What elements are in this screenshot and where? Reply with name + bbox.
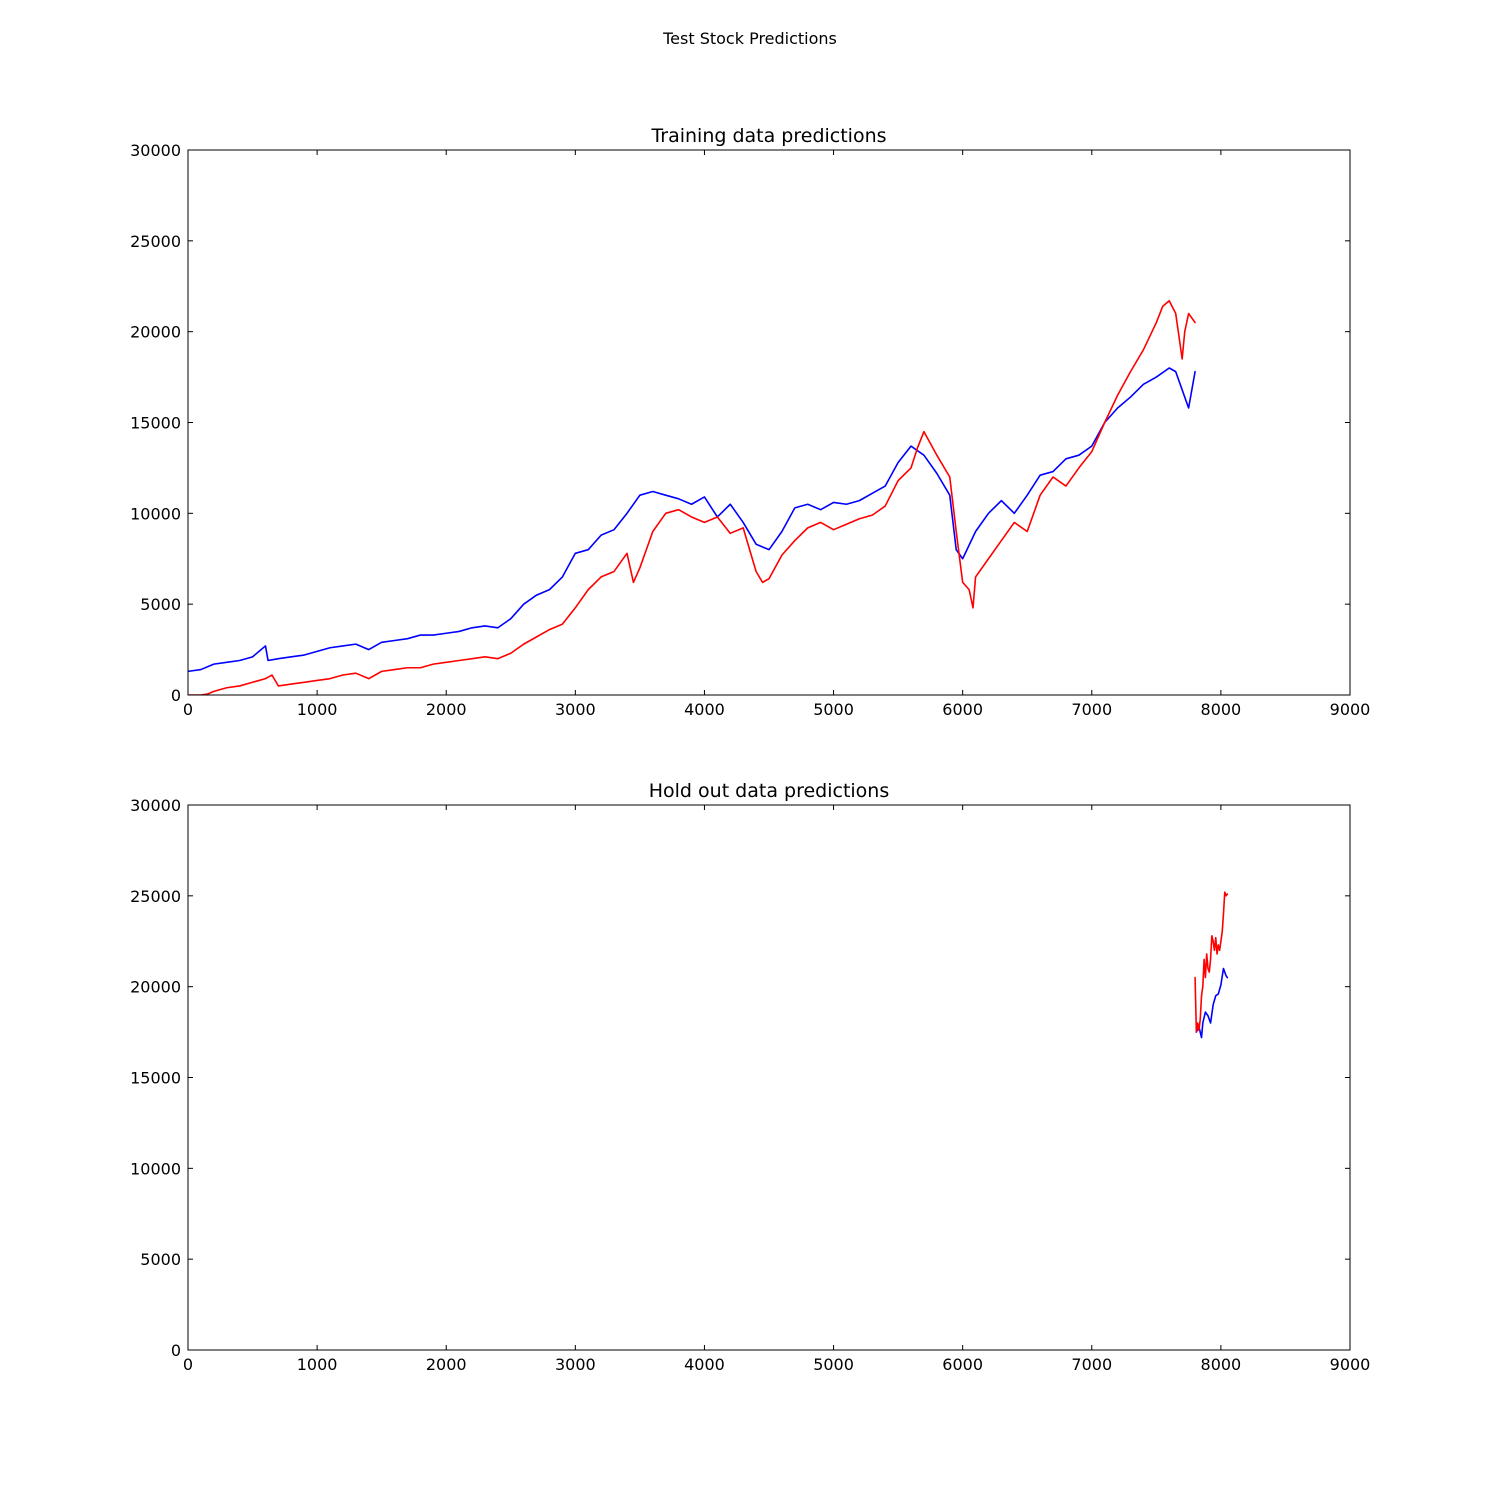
holdout-ytick-label: 0 (171, 1341, 181, 1360)
training-series-layer (188, 299, 1196, 695)
holdout-xtick-label: 4000 (684, 1355, 725, 1374)
holdout-xtick-label: 6000 (942, 1355, 983, 1374)
training-xtick-label: 1000 (297, 700, 338, 719)
training-series-1-line (188, 299, 1196, 695)
training-ytick-label: 5000 (140, 595, 181, 614)
training-ytick-label: 0 (171, 686, 181, 705)
holdout-xtick-label: 0 (183, 1355, 193, 1374)
holdout-series-layer (1194, 891, 1229, 1039)
holdout-series-0-line (1195, 967, 1229, 1039)
training-ytick-label: 20000 (130, 323, 181, 342)
holdout-xtick-label: 9000 (1330, 1355, 1371, 1374)
holdout-axes: Hold out data predictions 0 1000 2000 3000 4… (130, 780, 1370, 1374)
training-xtick-label: 4000 (684, 700, 725, 719)
holdout-ytick-label: 25000 (130, 887, 181, 906)
training-xtick-label: 8000 (1201, 700, 1242, 719)
holdout-xtick-label: 7000 (1071, 1355, 1112, 1374)
holdout-xtick-label: 3000 (555, 1355, 596, 1374)
training-xtick-label: 5000 (813, 700, 854, 719)
training-title: Training data predictions (650, 125, 886, 147)
holdout-xtick-label: 8000 (1201, 1355, 1242, 1374)
holdout-ytick-label: 5000 (140, 1250, 181, 1269)
holdout-ytick-label: 15000 (130, 1069, 181, 1088)
training-ytick-label: 15000 (130, 414, 181, 433)
training-xtick-label: 2000 (426, 700, 467, 719)
holdout-xtick-label: 1000 (297, 1355, 338, 1374)
training-axes: Training data predictions 0 1000 2000 3000 4… (130, 125, 1370, 719)
training-xtick-label: 9000 (1330, 700, 1371, 719)
training-series-0-line (188, 367, 1196, 673)
holdout-ytick-label: 10000 (130, 1159, 181, 1178)
holdout-series-1-line (1194, 891, 1229, 1033)
training-ytick-label: 25000 (130, 232, 181, 251)
figure-suptitle: Test Stock Predictions (662, 29, 837, 48)
holdout-ytick-label: 30000 (130, 796, 181, 815)
training-ticks: 0 1000 2000 3000 4000 5000 6000 7000 8000 9000 0 50… (130, 141, 1370, 719)
training-xtick-label: 6000 (942, 700, 983, 719)
holdout-title: Hold out data predictions (649, 780, 890, 802)
training-xtick-label: 7000 (1071, 700, 1112, 719)
holdout-ticks: 0 1000 2000 3000 4000 5000 6000 7000 8000 9000 0 50… (130, 796, 1370, 1374)
training-xtick-label: 3000 (555, 700, 596, 719)
holdout-ytick-label: 20000 (130, 978, 181, 997)
holdout-xtick-label: 2000 (426, 1355, 467, 1374)
holdout-xtick-label: 5000 (813, 1355, 854, 1374)
training-ytick-label: 30000 (130, 141, 181, 160)
training-xtick-label: 0 (183, 700, 193, 719)
training-ytick-label: 10000 (130, 504, 181, 523)
